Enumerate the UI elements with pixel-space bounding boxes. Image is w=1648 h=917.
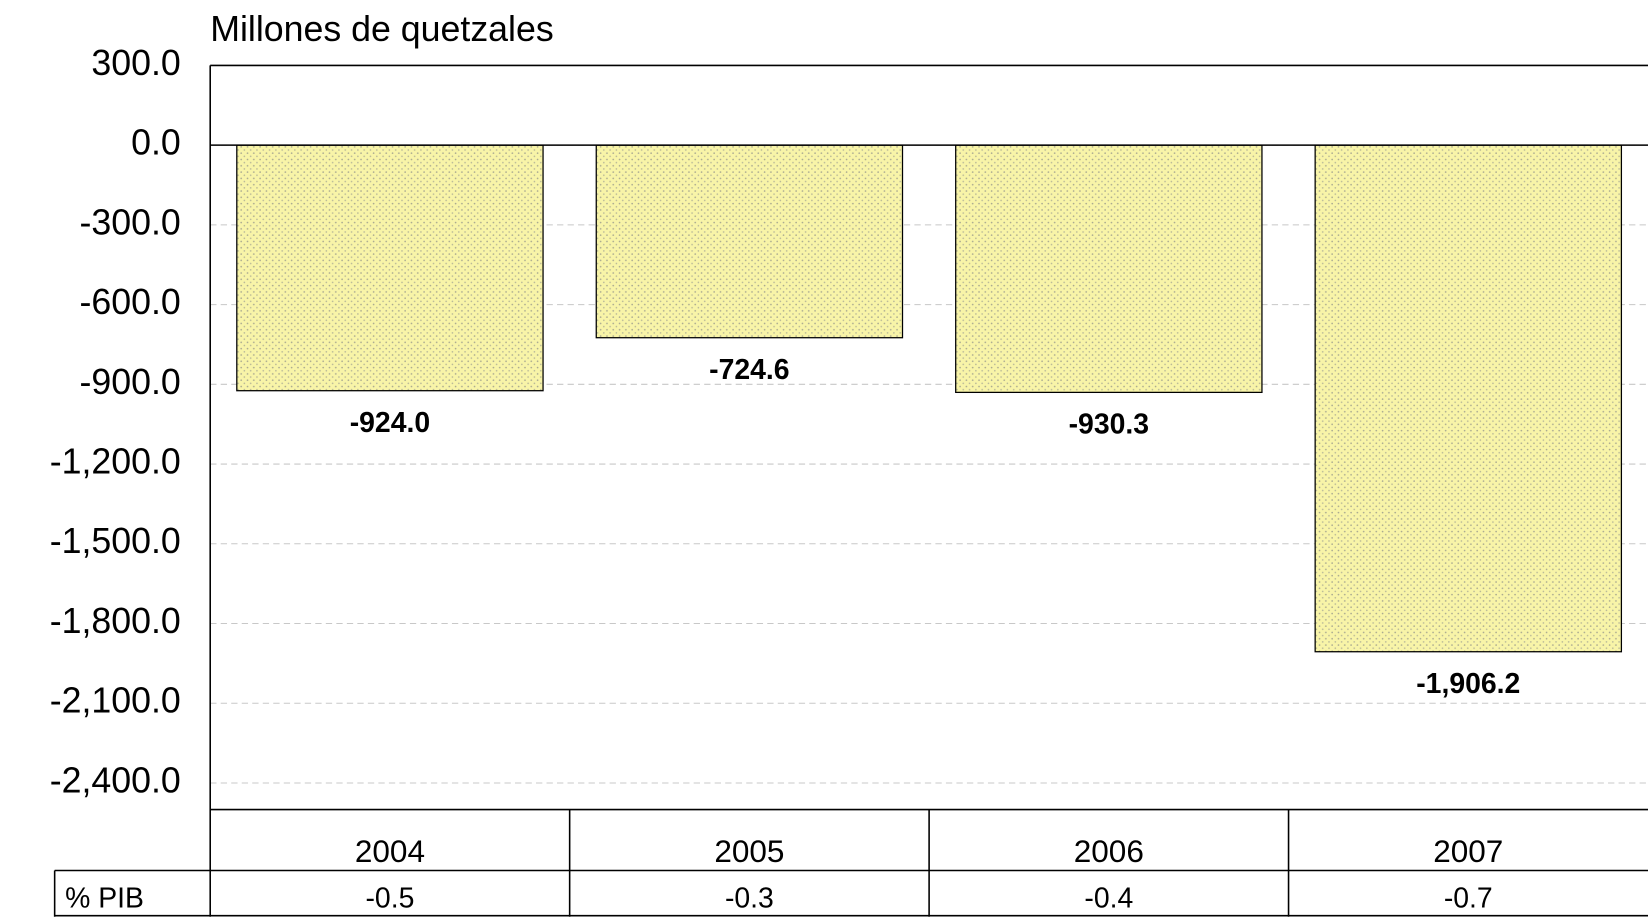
value-label: -924.0: [350, 407, 430, 439]
y-tick-label: -900.0: [79, 362, 180, 402]
table-cell: -0.4: [1084, 882, 1133, 914]
value-label: -1,906.2: [1416, 668, 1520, 700]
x-tick-label: 2004: [355, 833, 425, 869]
y-tick-label: -1,200.0: [50, 441, 181, 481]
value-label: -930.3: [1069, 409, 1149, 441]
y-tick-label: -2,100.0: [50, 681, 181, 721]
table-row-label: % PIB: [65, 882, 144, 914]
value-label: -724.6: [709, 354, 789, 386]
y-tick-label: -1,500.0: [50, 521, 181, 561]
x-tick-label: 2006: [1074, 833, 1144, 869]
y-tick-label: 0.0: [131, 123, 181, 163]
table-cell: -0.7: [1444, 882, 1493, 914]
y-tick-label: 300.0: [91, 43, 180, 83]
bar: [1314, 144, 1623, 653]
bar: [955, 144, 1263, 394]
table-cell: -0.5: [365, 882, 414, 914]
y-tick-label: -2,400.0: [50, 760, 181, 800]
x-tick-label: 2005: [714, 833, 784, 869]
x-tick-label: 2007: [1433, 833, 1503, 869]
y-tick-label: -1,800.0: [50, 601, 181, 641]
y-axis-label: Millones de quetzales: [210, 9, 554, 49]
table-cell: -0.3: [725, 882, 774, 914]
y-tick-label: -300.0: [79, 202, 180, 242]
bar: [595, 144, 904, 339]
y-tick-label: -600.0: [79, 282, 180, 322]
bar: [236, 144, 544, 392]
